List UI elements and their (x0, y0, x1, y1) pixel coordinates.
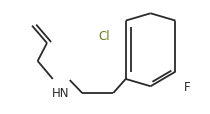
Text: Cl: Cl (98, 30, 110, 43)
Text: HN: HN (52, 87, 69, 100)
Text: F: F (184, 80, 190, 93)
